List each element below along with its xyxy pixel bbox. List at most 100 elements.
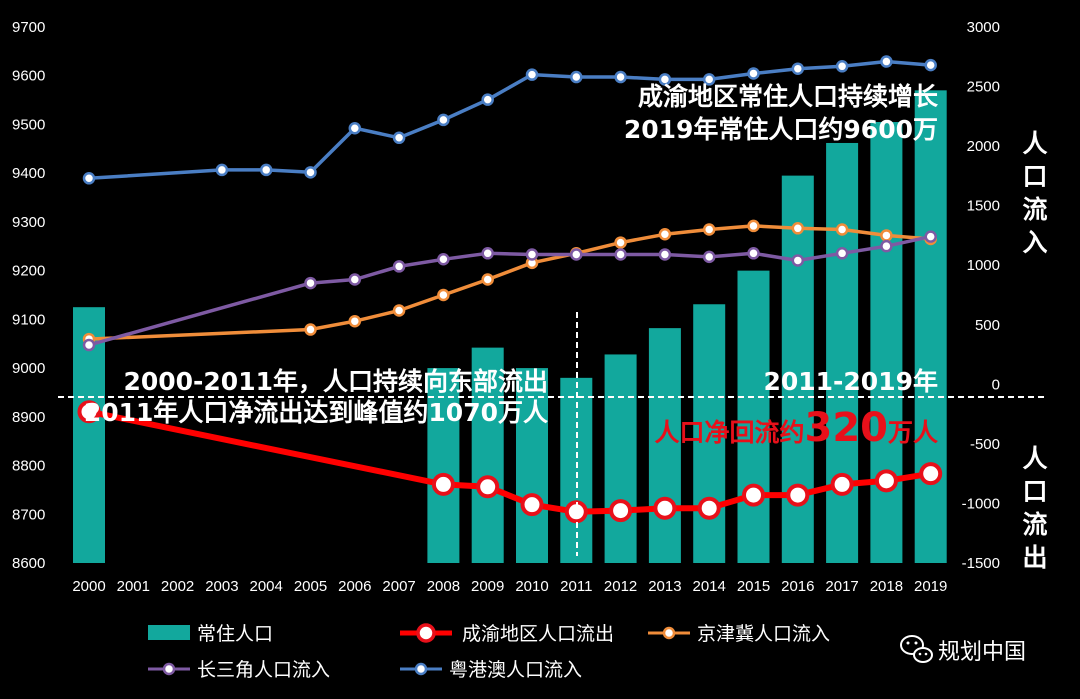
point-yangtze (304, 276, 317, 290)
point-gba (259, 163, 273, 177)
return-suffix: 万人 (888, 418, 938, 447)
x-tick-label: 2004 (250, 578, 283, 595)
left-tick-label: 8800 (12, 458, 45, 475)
point-jingjinji (658, 228, 672, 241)
x-tick-label: 2003 (205, 578, 238, 595)
legend-item-gba: 粤港澳人口流入 (400, 659, 582, 681)
outflow-char-1: 人 (1022, 444, 1047, 473)
point-gba (304, 166, 317, 179)
point-jingjinji (481, 273, 494, 286)
point-gba (880, 55, 893, 68)
outflow-char-2: 口 (1022, 477, 1047, 506)
legend-marker-jingjinji (662, 626, 676, 640)
return-prefix: 人口净回流约 (654, 418, 804, 447)
x-tick-label: 2017 (825, 578, 858, 595)
outflow-char-4: 出 (1022, 543, 1047, 572)
brand-name: 规划中国 (938, 640, 1026, 665)
point-gba (481, 93, 494, 106)
wechat-icon (900, 635, 933, 663)
point-gba (747, 67, 760, 80)
annotation-outflow-line1: 2000-2011年，人口持续向东部流出 (123, 367, 548, 396)
point-gba (392, 131, 406, 145)
point-gba (614, 70, 627, 84)
bar-resident-2019 (914, 90, 947, 563)
point-gba (348, 121, 362, 135)
point-yangtze (924, 230, 937, 243)
point-gba (570, 70, 583, 84)
right-tick-label: 3000 (967, 19, 1000, 36)
bar-resident-2012 (604, 354, 637, 563)
outflow-char-3: 流 (1022, 510, 1047, 539)
left-tick-label: 9200 (12, 263, 45, 280)
bar-resident-2018 (870, 122, 903, 563)
right-tick-label: 2000 (967, 138, 1000, 155)
point-chengyu (919, 462, 943, 486)
point-chengyu (77, 400, 101, 424)
brand: 规划中国 (900, 635, 1026, 665)
left-tick-label: 9100 (12, 311, 45, 328)
annotation-return-line1: 2011-2019年 (763, 367, 938, 396)
left-tick-label: 8900 (12, 409, 45, 426)
legend-marker-chengyu (416, 623, 436, 643)
point-yangtze (614, 248, 627, 261)
bar-resident-2010 (516, 368, 548, 563)
legend-swatch-resident (148, 625, 190, 640)
line-yangtze (88, 234, 932, 347)
legend-marker-gba (414, 662, 428, 676)
x-tick-label: 2000 (72, 578, 105, 595)
left-tick-label: 9500 (12, 116, 45, 133)
inflow-char-2: 口 (1022, 162, 1047, 191)
point-yangtze (791, 254, 805, 267)
x-tick-label: 2019 (914, 578, 947, 595)
left-tick-label: 9600 (12, 68, 45, 85)
point-jingjinji (835, 223, 849, 236)
point-gba (82, 172, 96, 185)
point-yangtze (82, 338, 96, 352)
inflow-char-4: 入 (1022, 228, 1047, 257)
point-jingjinji (747, 219, 760, 233)
point-jingjinji (880, 229, 893, 242)
bar-resident-2009 (471, 347, 504, 563)
point-chengyu (830, 472, 854, 496)
legend-item-chengyu: 成渝地区人口流出 (400, 623, 614, 645)
point-yangtze (392, 260, 406, 273)
legend-label-chengyu: 成渝地区人口流出 (462, 623, 614, 645)
legend-item-yangtze: 长三角人口流入 (148, 659, 330, 681)
point-yangtze (437, 253, 450, 266)
point-yangtze (835, 247, 849, 260)
point-chengyu (742, 483, 765, 507)
point-yangtze (570, 248, 583, 261)
x-tick-label: 2015 (737, 578, 770, 595)
annotation-outflow-line2: 2011年人口净流出达到峰值约1070万人 (84, 398, 548, 427)
right-tick-label: 500 (975, 317, 1000, 334)
x-tick-label: 2006 (338, 578, 371, 595)
left-tick-label: 9000 (12, 360, 45, 377)
point-chengyu (476, 475, 500, 499)
annotation-growth-line1: 成渝地区常住人口持续增长 (638, 82, 939, 111)
outflow-axis-label: 人 口 流 出 (1022, 444, 1047, 572)
point-chengyu (874, 469, 898, 493)
x-tick-label: 2013 (648, 578, 681, 595)
point-yangtze (525, 248, 539, 261)
x-tick-label: 2007 (382, 578, 415, 595)
point-jingjinji (348, 314, 362, 328)
legend-label-gba: 粤港澳人口流入 (449, 659, 582, 681)
right-tick-label: 2500 (967, 79, 1000, 96)
point-jingjinji (304, 323, 317, 336)
point-chengyu (653, 496, 677, 520)
annotation-growth-line2: 2019年常住人口约9600万 (624, 115, 938, 144)
legend: 常住人口 成渝地区人口流出 京津冀人口流入 长三角人口流入 粤港澳人口流入 (148, 623, 830, 681)
left-tick-label: 8700 (12, 506, 45, 523)
left-tick-label: 9700 (12, 19, 45, 36)
x-tick-label: 2011 (560, 578, 592, 595)
left-tick-label: 8600 (12, 555, 45, 572)
bar-resident-2015 (737, 270, 770, 563)
bar-resident-2014 (693, 304, 726, 563)
point-yangtze (348, 273, 362, 286)
x-tick-label: 2012 (604, 578, 637, 595)
x-tick-label: 2008 (427, 578, 460, 595)
point-yangtze (658, 248, 672, 261)
point-gba (437, 113, 450, 127)
point-gba (215, 163, 229, 177)
inflow-axis-label: 人 口 流 入 (1022, 129, 1047, 257)
